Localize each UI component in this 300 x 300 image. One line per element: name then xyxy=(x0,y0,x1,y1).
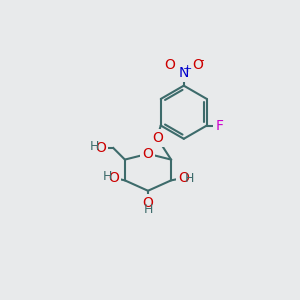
Text: -: - xyxy=(199,54,204,68)
Text: O: O xyxy=(178,171,189,185)
Text: O: O xyxy=(108,171,119,185)
Text: H: H xyxy=(89,140,99,153)
Text: +: + xyxy=(183,64,193,74)
Text: F: F xyxy=(215,118,223,133)
Text: H: H xyxy=(103,170,112,183)
Text: N: N xyxy=(178,66,189,80)
Text: O: O xyxy=(142,147,153,161)
Text: O: O xyxy=(164,58,175,72)
Text: H: H xyxy=(143,203,153,216)
Text: H: H xyxy=(185,172,194,184)
Text: O: O xyxy=(142,196,153,211)
Text: O: O xyxy=(95,141,106,155)
Text: O: O xyxy=(152,131,163,145)
Text: O: O xyxy=(192,58,203,72)
